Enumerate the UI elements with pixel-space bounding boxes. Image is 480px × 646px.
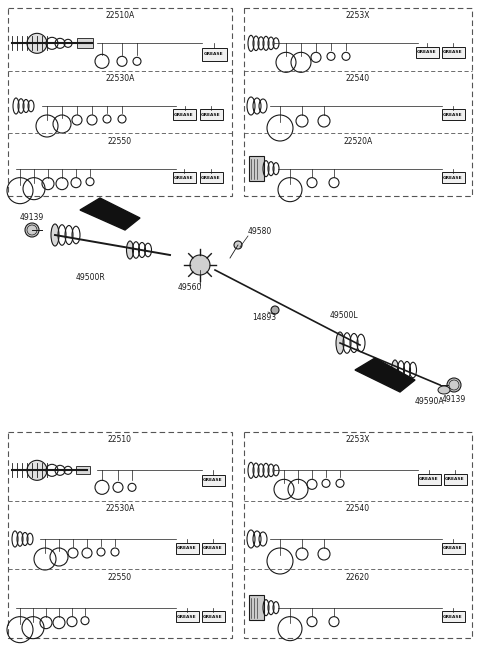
FancyBboxPatch shape: [202, 48, 227, 61]
FancyBboxPatch shape: [444, 474, 467, 485]
FancyBboxPatch shape: [442, 611, 465, 622]
FancyBboxPatch shape: [172, 110, 195, 121]
Text: GREASE: GREASE: [177, 614, 197, 619]
Text: 22520A: 22520A: [343, 137, 372, 146]
FancyBboxPatch shape: [200, 172, 223, 183]
Text: 49590A: 49590A: [415, 397, 444, 406]
Ellipse shape: [336, 332, 344, 354]
FancyBboxPatch shape: [416, 47, 439, 58]
Circle shape: [447, 378, 461, 392]
Text: 14893: 14893: [252, 313, 276, 322]
Text: 49580: 49580: [248, 227, 272, 236]
FancyBboxPatch shape: [176, 611, 199, 622]
Text: GREASE: GREASE: [174, 113, 194, 117]
Text: 22550: 22550: [108, 573, 132, 582]
Circle shape: [234, 241, 242, 249]
Text: GREASE: GREASE: [203, 546, 223, 550]
Text: 22530A: 22530A: [105, 504, 135, 513]
Text: GREASE: GREASE: [177, 546, 197, 550]
Circle shape: [25, 223, 39, 237]
Text: 49500L: 49500L: [330, 311, 359, 320]
Text: 49139: 49139: [442, 395, 466, 404]
Polygon shape: [355, 358, 415, 392]
FancyBboxPatch shape: [442, 47, 465, 58]
Text: 49500R: 49500R: [75, 273, 105, 282]
Text: GREASE: GREASE: [201, 113, 221, 117]
Text: 22540: 22540: [346, 504, 370, 513]
Ellipse shape: [51, 224, 59, 246]
FancyBboxPatch shape: [202, 475, 225, 486]
Text: GREASE: GREASE: [443, 50, 463, 54]
Text: 22540: 22540: [346, 74, 370, 83]
FancyBboxPatch shape: [176, 543, 199, 554]
Text: 22510: 22510: [108, 435, 132, 444]
Circle shape: [27, 34, 47, 54]
Text: GREASE: GREASE: [204, 52, 224, 56]
Text: GREASE: GREASE: [443, 176, 463, 180]
Text: 2253X: 2253X: [346, 12, 370, 21]
FancyBboxPatch shape: [442, 543, 465, 554]
FancyBboxPatch shape: [442, 172, 465, 183]
FancyBboxPatch shape: [249, 595, 264, 620]
Circle shape: [27, 461, 47, 481]
Text: GREASE: GREASE: [419, 477, 439, 481]
FancyBboxPatch shape: [76, 466, 90, 474]
Text: GREASE: GREASE: [443, 546, 463, 550]
FancyBboxPatch shape: [200, 110, 223, 121]
Text: GREASE: GREASE: [203, 614, 223, 619]
Text: 22620: 22620: [346, 573, 370, 582]
Text: GREASE: GREASE: [174, 176, 194, 180]
Text: 22510A: 22510A: [106, 12, 134, 21]
Text: GREASE: GREASE: [203, 478, 223, 483]
Circle shape: [271, 306, 279, 314]
FancyBboxPatch shape: [202, 543, 225, 554]
Text: 2253X: 2253X: [346, 435, 370, 444]
Text: 22530A: 22530A: [105, 74, 135, 83]
FancyBboxPatch shape: [418, 474, 441, 485]
FancyBboxPatch shape: [442, 110, 465, 121]
Text: GREASE: GREASE: [201, 176, 221, 180]
Polygon shape: [80, 198, 140, 230]
FancyBboxPatch shape: [77, 38, 93, 48]
Text: GREASE: GREASE: [417, 50, 437, 54]
Ellipse shape: [127, 241, 133, 259]
FancyBboxPatch shape: [249, 156, 264, 181]
Text: GREASE: GREASE: [443, 614, 463, 619]
Text: GREASE: GREASE: [443, 113, 463, 117]
FancyBboxPatch shape: [202, 611, 225, 622]
Text: GREASE: GREASE: [445, 477, 465, 481]
Circle shape: [190, 255, 210, 275]
Text: 49560: 49560: [178, 284, 202, 293]
FancyBboxPatch shape: [172, 172, 195, 183]
Ellipse shape: [392, 360, 398, 380]
Ellipse shape: [438, 386, 450, 394]
Text: 49139: 49139: [20, 213, 44, 222]
Text: 22550: 22550: [108, 137, 132, 146]
